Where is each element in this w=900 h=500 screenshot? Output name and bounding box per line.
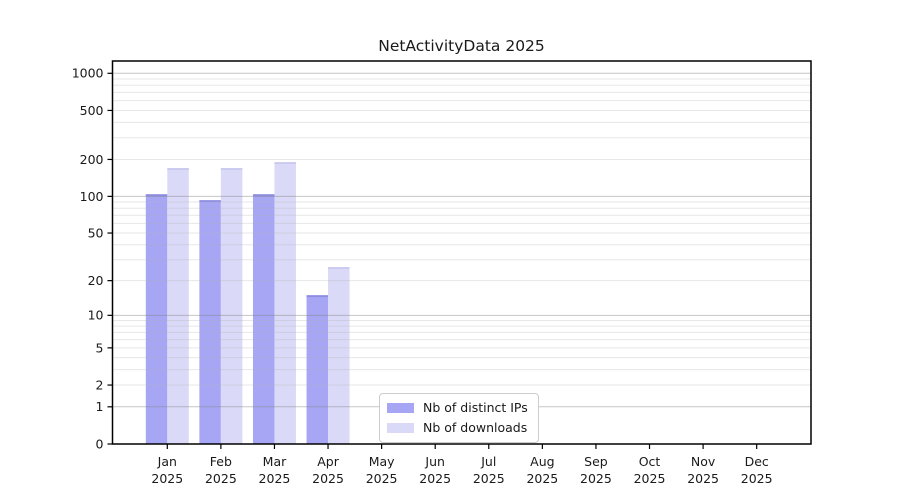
x-tick-label-month: Aug xyxy=(530,454,554,469)
y-tick-label: 0 xyxy=(96,436,104,451)
x-tick-label-month: Jul xyxy=(480,454,496,469)
x-tick-label-year: 2025 xyxy=(473,471,505,486)
x-tick-label-year: 2025 xyxy=(259,471,291,486)
x-tick-label-year: 2025 xyxy=(205,471,237,486)
y-tick-label: 20 xyxy=(88,273,104,288)
x-tick-label-year: 2025 xyxy=(526,471,558,486)
x-tick-label-month: Oct xyxy=(639,454,661,469)
legend-label-downloads: Nb of downloads xyxy=(423,420,528,435)
bar-downloads-apr xyxy=(328,267,350,444)
legend-entry-distinct-ips: Nb of distinct IPs xyxy=(387,400,528,416)
x-tick-label-month: Nov xyxy=(691,454,716,469)
x-tick-label-month: Jan xyxy=(157,454,177,469)
y-tick-label: 5 xyxy=(96,340,104,355)
x-tick-label-month: Dec xyxy=(745,454,769,469)
x-tick-label-month: Sep xyxy=(584,454,608,469)
x-tick-label-year: 2025 xyxy=(580,471,612,486)
bar-downloads-feb xyxy=(220,168,243,444)
x-tick-label-month: Mar xyxy=(263,454,287,469)
bar-top-edge xyxy=(328,267,350,269)
bar-top-edge xyxy=(274,162,296,164)
x-tick-label-year: 2025 xyxy=(634,471,666,486)
bar-ips-feb xyxy=(199,200,221,444)
x-tick-label-month: Jun xyxy=(424,454,445,469)
x-tick-label-year: 2025 xyxy=(366,471,398,486)
y-tick-label: 200 xyxy=(80,152,104,167)
y-tick-label: 50 xyxy=(88,225,104,240)
legend-entry-downloads: Nb of downloads xyxy=(387,420,528,436)
legend-label-distinct-ips: Nb of distinct IPs xyxy=(423,400,528,415)
y-tick-label: 1000 xyxy=(72,66,104,81)
bar-downloads-mar xyxy=(274,162,296,444)
x-tick-label-year: 2025 xyxy=(419,471,451,486)
bar-top-edge xyxy=(252,194,275,197)
x-tick-label-month: Feb xyxy=(210,454,232,469)
bar-ips-mar xyxy=(252,194,275,444)
bar-top-edge xyxy=(167,168,189,170)
bar-ips-apr xyxy=(306,295,329,444)
legend: Nb of distinct IPs Nb of downloads xyxy=(379,393,539,443)
bar-ips-jan xyxy=(145,194,168,444)
bar-downloads-jan xyxy=(167,168,189,444)
x-tick-label-year: 2025 xyxy=(312,471,344,486)
legend-swatch-distinct-ips xyxy=(387,403,414,413)
plot-frame xyxy=(111,60,812,445)
y-tick-label: 1 xyxy=(96,399,104,414)
bar-top-edge xyxy=(199,200,221,203)
x-tick-label-month: Apr xyxy=(317,454,339,469)
y-tick-label: 500 xyxy=(80,103,104,118)
y-tick-label: 10 xyxy=(88,308,104,323)
bar-top-edge xyxy=(145,194,168,197)
bar-top-edge xyxy=(306,295,329,298)
y-tick-label: 2 xyxy=(96,377,104,392)
x-tick-label-year: 2025 xyxy=(741,471,773,486)
x-tick-label-year: 2025 xyxy=(687,471,719,486)
y-tick-label: 100 xyxy=(80,189,104,204)
chart-title: NetActivityData 2025 xyxy=(378,37,545,55)
x-tick-label-month: May xyxy=(369,454,395,469)
x-tick-label-year: 2025 xyxy=(151,471,183,486)
bar-top-edge xyxy=(220,168,243,170)
legend-swatch-downloads xyxy=(387,423,414,433)
